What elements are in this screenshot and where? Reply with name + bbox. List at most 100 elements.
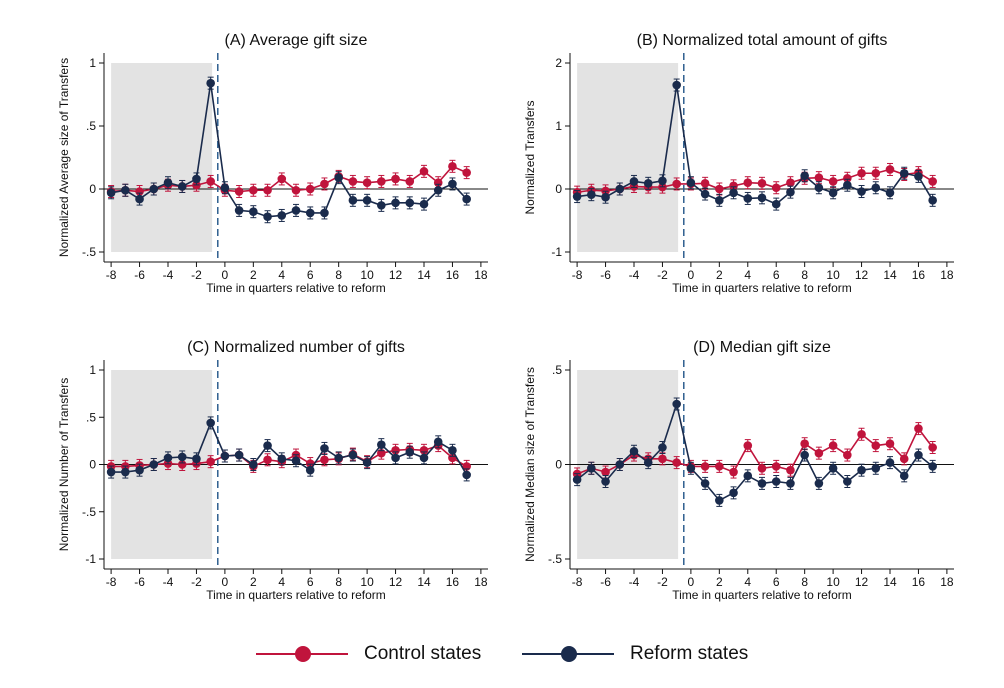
y-axis-label: Normalized Transfers <box>523 100 537 214</box>
data-point-reform <box>163 178 173 187</box>
legend-label-control: Control states <box>364 643 482 664</box>
data-point-reform <box>249 460 258 469</box>
data-point-reform <box>928 462 937 471</box>
data-point-reform <box>192 454 201 464</box>
x-tick-label: 18 <box>940 268 954 282</box>
y-tick-label: 2 <box>555 56 562 70</box>
y-tick-label: -.5 <box>82 245 96 259</box>
data-point-reform <box>291 206 301 215</box>
data-point-control <box>320 455 329 465</box>
data-point-control <box>771 183 781 193</box>
y-axis-label: Normalized Average size of Transfers <box>57 58 71 257</box>
data-point-control <box>658 454 667 464</box>
x-tick-label: 8 <box>801 575 808 589</box>
x-tick-label: 14 <box>883 575 897 589</box>
data-point-control <box>814 448 824 458</box>
data-point-reform <box>686 463 696 473</box>
data-point-reform <box>729 488 738 498</box>
data-point-reform <box>277 454 287 464</box>
data-point-reform <box>757 479 767 488</box>
data-point-reform <box>686 178 696 187</box>
data-point-reform <box>715 196 724 205</box>
y-tick-label: .5 <box>86 410 96 424</box>
chart-panel-d: -.5 0 .5 -8 -6 -4 -2 0 2 4 6 8 10 12 14 16 18 (D) Median … <box>523 339 954 602</box>
data-point-control <box>672 179 681 189</box>
data-point-reform <box>643 458 653 467</box>
legend-item-reform: Reform states <box>522 636 748 672</box>
data-point-control <box>419 446 429 455</box>
data-point-reform <box>786 479 795 488</box>
data-point-reform <box>291 456 301 466</box>
data-point-reform <box>362 196 372 205</box>
x-tick-label: 18 <box>474 268 488 282</box>
data-point-control <box>135 187 144 196</box>
data-point-control <box>305 184 315 194</box>
x-tick-label: 10 <box>826 575 840 589</box>
y-tick-label: -1 <box>85 552 96 566</box>
x-tick-label: 8 <box>801 268 808 282</box>
data-point-reform <box>462 470 471 480</box>
x-tick-label: -4 <box>629 268 640 282</box>
x-tick-label: 16 <box>912 268 926 282</box>
data-point-control <box>601 467 610 477</box>
data-point-reform <box>433 437 443 447</box>
data-point-reform <box>658 176 667 186</box>
data-point-reform <box>743 194 753 203</box>
data-point-control <box>757 179 767 188</box>
data-point-control <box>928 443 937 452</box>
data-point-control <box>672 458 681 467</box>
data-point-reform <box>106 188 116 198</box>
y-tick-label: 0 <box>555 458 562 472</box>
data-point-reform <box>629 177 639 186</box>
chart-panel-a: -.5 0 .5 1 -8 -6 -4 -2 0 2 4 6 8 10 12 14 16 18 (A) Averag… <box>57 32 488 295</box>
data-point-reform <box>643 179 653 188</box>
data-point-reform <box>700 479 710 488</box>
data-point-reform <box>391 453 400 463</box>
x-tick-label: 2 <box>716 268 723 282</box>
data-point-reform <box>743 471 753 481</box>
data-point-control <box>715 184 724 194</box>
data-point-control <box>814 173 824 182</box>
data-point-reform <box>914 172 923 181</box>
x-tick-label: -4 <box>163 268 174 282</box>
x-tick-label: 4 <box>744 268 751 282</box>
data-point-reform <box>249 207 258 216</box>
data-point-control <box>871 168 881 178</box>
data-point-control <box>234 187 244 196</box>
data-point-control <box>462 168 471 177</box>
data-point-reform <box>405 198 415 208</box>
data-point-reform <box>106 467 116 477</box>
data-point-control <box>899 454 909 464</box>
x-tick-label: -6 <box>600 575 611 589</box>
x-tick-label: 12 <box>389 575 403 589</box>
data-point-reform <box>828 188 838 198</box>
x-tick-label: -2 <box>191 268 202 282</box>
data-point-reform <box>672 80 681 90</box>
panel-title: (C) Normalized number of gifts <box>187 339 405 356</box>
x-tick-label: 6 <box>307 268 314 282</box>
data-point-control <box>857 429 866 439</box>
x-tick-label: 12 <box>855 268 869 282</box>
data-point-reform <box>587 190 596 199</box>
data-point-reform <box>572 475 582 484</box>
x-tick-label: 4 <box>278 268 285 282</box>
data-point-control <box>419 167 429 176</box>
data-point-control <box>871 441 881 450</box>
x-tick-label: -6 <box>134 575 145 589</box>
x-tick-label: 10 <box>826 268 840 282</box>
data-point-control <box>277 174 287 184</box>
y-tick-label: .5 <box>86 119 96 133</box>
data-point-reform <box>448 179 457 189</box>
legend-swatch-reform <box>522 636 614 672</box>
data-point-reform <box>234 450 244 460</box>
y-tick-label: 1 <box>89 363 96 377</box>
data-point-control <box>206 177 215 186</box>
x-tick-label: -4 <box>163 575 174 589</box>
data-point-reform <box>615 184 625 194</box>
data-point-control <box>362 178 372 187</box>
y-tick-label: -.5 <box>82 505 96 519</box>
data-point-reform <box>928 196 937 205</box>
data-point-reform <box>843 180 852 190</box>
data-point-reform <box>149 460 159 469</box>
data-point-reform <box>305 465 315 475</box>
